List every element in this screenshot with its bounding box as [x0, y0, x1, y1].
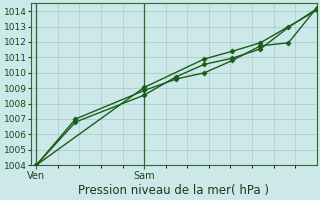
X-axis label: Pression niveau de la mer( hPa ): Pression niveau de la mer( hPa ) [78, 184, 269, 197]
